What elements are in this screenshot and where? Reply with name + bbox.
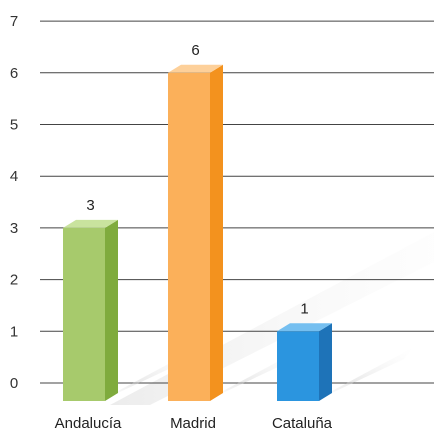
bar-front-face [168, 72, 210, 402]
data-label: 6 [191, 42, 199, 59]
bar-side-face [319, 323, 332, 401]
y-tick-label: 3 [10, 220, 18, 237]
y-tick-label: 2 [10, 272, 18, 289]
floor-streak [110, 232, 434, 405]
bar-top-face [277, 323, 332, 332]
x-tick-label: Andalucía [55, 415, 122, 432]
floor-reflection [110, 232, 434, 405]
bar-front-face [63, 227, 105, 401]
x-tick-label: Cataluña [272, 415, 333, 432]
data-label: 3 [86, 197, 94, 214]
data-label: 1 [300, 300, 308, 317]
data-labels: 3 6 1 [86, 42, 308, 317]
bar-top-face [168, 64, 223, 73]
bar-top-face [63, 219, 118, 228]
y-tick-label: 7 [10, 13, 18, 30]
y-tick-label: 1 [10, 323, 18, 340]
bar [168, 64, 223, 402]
bar-front-face [277, 331, 319, 401]
x-axis-tick-labels: Andalucía Madrid Cataluña [55, 415, 333, 432]
bar [63, 219, 118, 401]
x-tick-label: Madrid [170, 415, 216, 432]
y-tick-label: 0 [10, 375, 18, 392]
bar-side-face [105, 219, 118, 401]
bar-side-face [210, 64, 223, 402]
y-tick-label: 4 [10, 168, 18, 185]
bars [63, 64, 414, 402]
y-axis-tick-labels: 0 1 2 3 4 5 6 7 [10, 13, 18, 392]
y-tick-label: 5 [10, 117, 18, 134]
y-tick-label: 6 [10, 65, 18, 82]
bar [277, 323, 332, 401]
bar-shadow [319, 347, 414, 399]
